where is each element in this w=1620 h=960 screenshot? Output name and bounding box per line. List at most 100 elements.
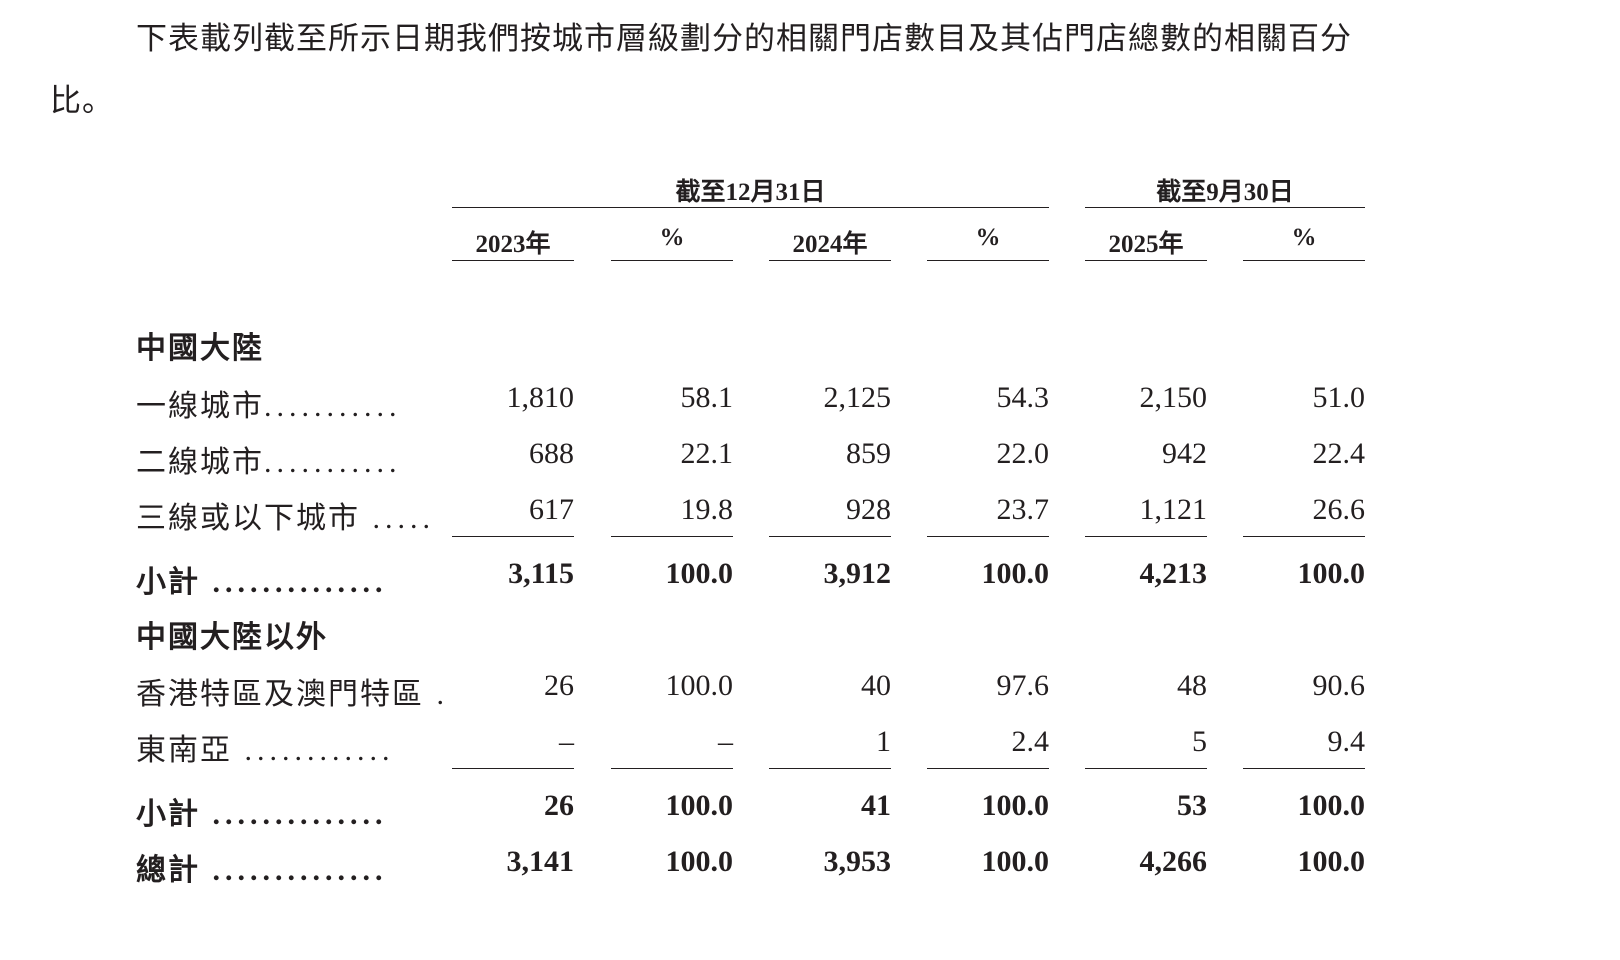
cell-value: 97.6 [996,669,1050,702]
dot-leader: .............. [200,566,388,599]
cell-value: 100.0 [981,557,1050,590]
cell-value: 100.0 [1297,789,1366,822]
cell-value: 53 [1177,789,1207,822]
cell-value: 100.0 [981,845,1050,878]
column-header: 2025年 [1108,231,1184,258]
cell-value: 23.7 [996,493,1050,526]
row-label-text: 小計 [136,566,200,599]
row-label: 一線城市........... [136,381,402,425]
intro-text: 下表載列截至所示日期我們按城市層級劃分的相關門店數目及其佔門店總數的相關百分比。 [50,21,1352,118]
column-header: 2024年 [792,231,868,258]
column-header: 2023年 [475,231,551,258]
row-label: 小計 .............. [136,789,388,833]
subtotal-rule [927,536,1049,537]
row-label: 東南亞 ............ [136,725,395,769]
cell-value: 100.0 [665,845,734,878]
column-header: % [1291,224,1317,251]
cell-value: 54.3 [996,381,1050,414]
cell-value: – [559,725,574,758]
cell-value: 48 [1177,669,1207,702]
cell-value: 9.4 [1327,725,1366,758]
cell-value: 2.4 [1011,725,1050,758]
row-label-text: 三線或以下城市 [136,502,360,535]
column-header: % [659,224,685,251]
subtotal-rule [1085,536,1207,537]
column-rule [452,260,574,261]
subtotal-rule [927,768,1049,769]
table-row: 香港特區及澳門特區 . 26 100.0 40 97.6 48 90.6 [0,669,1620,711]
cell-value: 2,125 [823,381,892,414]
row-label-text: 一線城市 [136,390,264,423]
cell-value: 22.0 [996,437,1050,470]
cell-value: 41 [861,789,891,822]
subtotal-row: 小計 .............. 3,115 100.0 3,912 100.0 4,2… [0,557,1620,599]
row-label: 三線或以下城市 ..... [136,493,435,537]
cell-value: 1 [876,725,891,758]
table-row: 東南亞 ............ – – 1 2.4 5 9.4 [0,725,1620,767]
row-label: 小計 .............. [136,557,388,601]
subtotal-rule [1085,768,1207,769]
table-row: 三線或以下城市 ..... 617 19.8 928 23.7 1,121 26.6 [0,493,1620,535]
cell-value: 100.0 [665,789,734,822]
cell-value: 3,912 [823,557,892,590]
row-label: 二線城市........... [136,437,402,481]
section-title: 中國大陸 [136,332,264,365]
cell-value: 617 [529,493,574,526]
subtotal-rule [769,536,891,537]
column-rule [1085,260,1207,261]
intro-paragraph: 下表載列截至所示日期我們按城市層級劃分的相關門店數目及其佔門店總數的相關百分比。 [50,8,1380,132]
cell-value: 4,266 [1139,845,1208,878]
cell-value: 22.1 [680,437,734,470]
dot-leader: ............ [232,734,395,767]
column-rule [611,260,733,261]
cell-value: 40 [861,669,891,702]
cell-value: 1,810 [506,381,575,414]
cell-value: 3,115 [508,557,574,590]
row-label-text: 總計 [136,854,200,887]
dot-leader: ........... [264,390,402,423]
dot-leader: ........... [264,446,402,479]
section-title: 中國大陸以外 [136,621,328,654]
subtotal-rule [452,768,574,769]
cell-value: 942 [1162,437,1207,470]
cell-value: 688 [529,437,574,470]
subtotal-rule [611,536,733,537]
cell-value: 58.1 [680,381,734,414]
cell-value: 100.0 [665,669,734,702]
cell-value: 22.4 [1312,437,1366,470]
cell-value: 859 [846,437,891,470]
cell-value: 100.0 [1297,845,1366,878]
row-label-text: 二線城市 [136,446,264,479]
subtotal-rule [769,768,891,769]
cell-value: 3,953 [823,845,892,878]
cell-value: 100.0 [665,557,734,590]
table-row: 二線城市........... 688 22.1 859 22.0 942 22.4 [0,437,1620,479]
cell-value: 26 [544,789,574,822]
subtotal-rule [611,768,733,769]
cell-value: 1,121 [1139,493,1208,526]
cell-value: 3,141 [506,845,575,878]
group-header-sep30: 截至9月30日 [1156,179,1294,206]
subtotal-row: 小計 .............. 26 100.0 41 100.0 53 100.0 [0,789,1620,831]
cell-value: 5 [1192,725,1207,758]
cell-value: 928 [846,493,891,526]
subtotal-rule [452,536,574,537]
group-header-dec31: 截至12月31日 [675,179,826,206]
total-row: 總計 .............. 3,141 100.0 3,953 100.0 4,2… [0,845,1620,887]
cell-value: 19.8 [680,493,734,526]
row-label: 總計 .............. [136,845,388,889]
row-label-text: 東南亞 [136,734,232,767]
column-rule [1243,260,1365,261]
cell-value: – [718,725,733,758]
cell-value: 4,213 [1139,557,1208,590]
row-label: 香港特區及澳門特區 . [136,669,449,713]
column-rule [927,260,1049,261]
cell-value: 100.0 [1297,557,1366,590]
subtotal-rule [1243,768,1365,769]
cell-value: 90.6 [1312,669,1366,702]
cell-value: 26 [544,669,574,702]
cell-value: 2,150 [1139,381,1208,414]
dot-leader: . [424,678,449,711]
row-label-text: 小計 [136,798,200,831]
cell-value: 100.0 [981,789,1050,822]
